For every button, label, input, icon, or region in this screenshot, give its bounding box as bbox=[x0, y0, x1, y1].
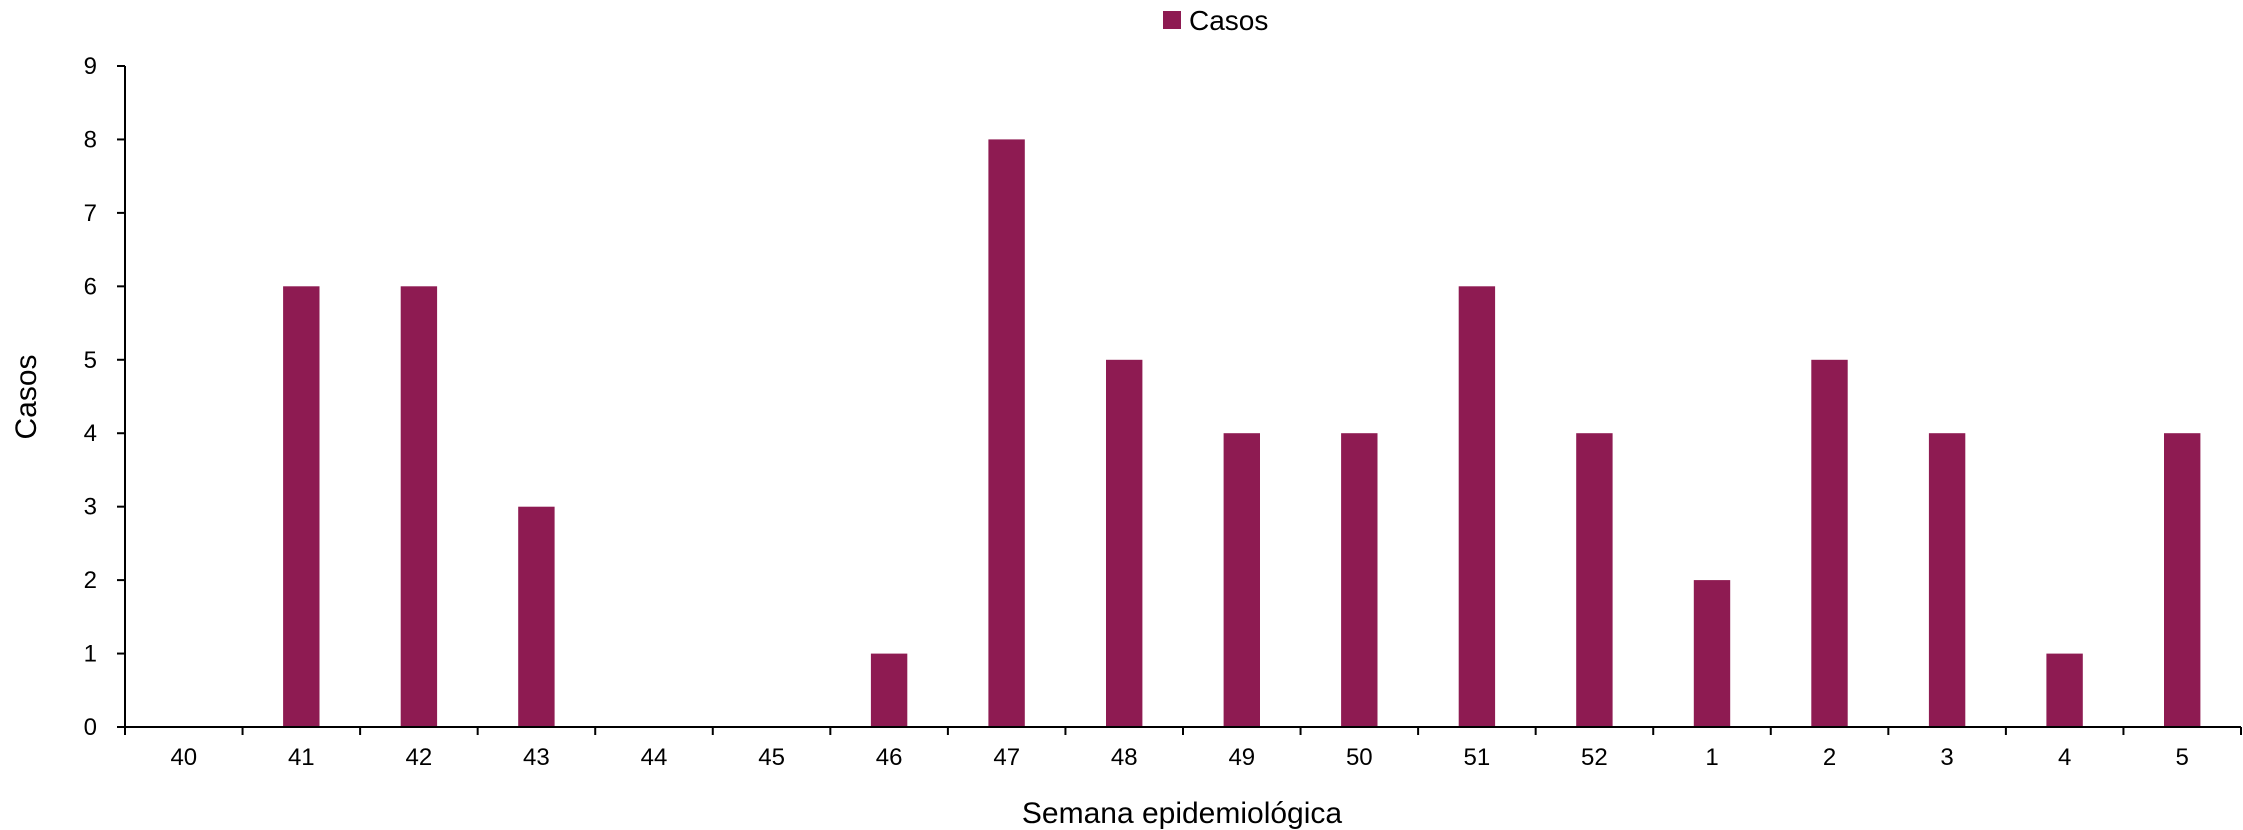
x-tick-label: 51 bbox=[1464, 744, 1491, 771]
x-tick-label: 5 bbox=[2176, 744, 2189, 771]
y-tick-label: 6 bbox=[84, 273, 97, 300]
bar-week-51 bbox=[1458, 286, 1496, 727]
x-tick-label: 40 bbox=[170, 744, 197, 771]
x-tick-label: 2 bbox=[1823, 744, 1836, 771]
bar-week-50 bbox=[1341, 433, 1378, 727]
x-axis-title: Semana epidemiológica bbox=[1022, 797, 1343, 830]
x-tick-label: 46 bbox=[876, 744, 903, 771]
x-tick-label: 47 bbox=[993, 744, 1020, 771]
y-tick-label: 5 bbox=[84, 347, 97, 374]
x-tick-label: 43 bbox=[523, 744, 550, 771]
bar-week-5 bbox=[2164, 433, 2201, 727]
x-tick-label: 50 bbox=[1346, 744, 1373, 771]
legend-swatch-casos bbox=[1163, 11, 1181, 29]
y-tick-label: 2 bbox=[84, 567, 97, 594]
x-tick-label: 44 bbox=[641, 744, 668, 771]
x-tick-label: 42 bbox=[406, 744, 433, 771]
legend-label-casos: Casos bbox=[1189, 5, 1268, 36]
bar-week-2 bbox=[1811, 359, 1848, 727]
bar-week-42 bbox=[400, 286, 438, 727]
y-tick-label: 4 bbox=[84, 420, 97, 447]
y-tick-label: 8 bbox=[84, 126, 97, 153]
bar-week-47 bbox=[988, 139, 1025, 727]
y-axis-title: Casos bbox=[10, 354, 43, 439]
x-ticks-group: 40 41 42 43 44 45 46 47 48 49 50 51 52 1 2 3 4 5 bbox=[124, 727, 2242, 771]
y-tick-label: 7 bbox=[84, 200, 97, 227]
x-tick-label: 52 bbox=[1581, 744, 1608, 771]
bar-week-43 bbox=[518, 506, 555, 727]
bar-week-4 bbox=[2046, 653, 2083, 727]
chart-legend: Casos bbox=[1163, 5, 1268, 36]
y-tick-label: 0 bbox=[84, 714, 97, 741]
x-tick-label: 3 bbox=[1940, 744, 1953, 771]
x-tick-label: 48 bbox=[1111, 744, 1138, 771]
y-ticks-group: 0 1 2 3 4 5 6 7 8 9 bbox=[84, 53, 125, 741]
bar-week-41 bbox=[283, 286, 320, 727]
bar-week-52 bbox=[1576, 433, 1613, 727]
x-tick-label: 41 bbox=[288, 744, 315, 771]
bar-week-3 bbox=[1928, 433, 1966, 727]
bar-week-1 bbox=[1693, 580, 1731, 727]
bar-week-48 bbox=[1106, 359, 1143, 727]
axes-group bbox=[124, 66, 2241, 728]
bars-group bbox=[283, 139, 2201, 727]
bar-week-46 bbox=[870, 653, 908, 727]
x-tick-label: 49 bbox=[1228, 744, 1255, 771]
y-tick-label: 1 bbox=[84, 641, 97, 668]
x-tick-label: 45 bbox=[758, 744, 785, 771]
x-tick-label: 4 bbox=[2058, 744, 2071, 771]
y-tick-label: 3 bbox=[84, 494, 97, 521]
x-tick-label: 1 bbox=[1705, 744, 1718, 771]
y-tick-label: 9 bbox=[84, 53, 97, 80]
bar-week-49 bbox=[1223, 433, 1260, 727]
